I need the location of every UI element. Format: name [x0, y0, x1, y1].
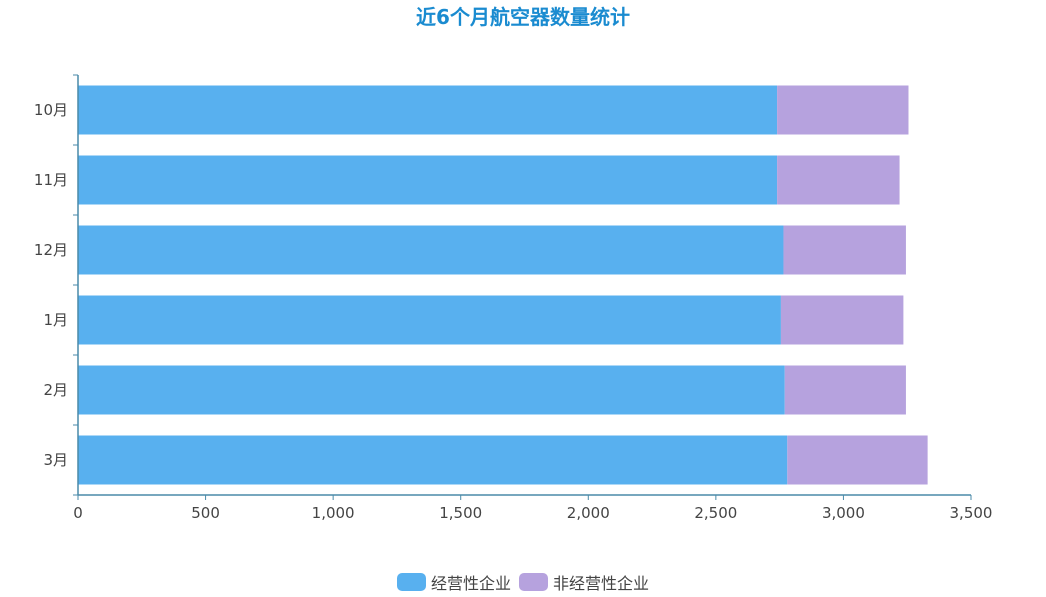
bar-chart: 10月 11月 12月 1月 2月 3月 0 500 1,000 1,500 2,000 2,500 3…: [34, 74, 993, 522]
bar-non-operating-0[interactable]: [777, 85, 909, 135]
bars-layer: [78, 85, 928, 485]
legend-item-operating[interactable]: 经营性企业: [396, 570, 511, 594]
bar-non-operating-1[interactable]: [777, 155, 900, 205]
bar-operating-0[interactable]: [78, 85, 778, 135]
y-tick-label: 10月: [34, 101, 68, 119]
legend-item-non-operating[interactable]: 非经营性企业: [519, 570, 649, 594]
x-tick-label: 3,500: [950, 504, 993, 522]
y-tick-label: 1月: [43, 311, 68, 329]
axes-layer: [73, 74, 972, 500]
bar-operating-4[interactable]: [78, 365, 785, 415]
labels-layer: 10月 11月 12月 1月 2月 3月 0 500 1,000 1,500 2,000 2,500 3…: [34, 101, 993, 522]
legend: 经营性企业 非经营性企业: [0, 570, 1046, 594]
y-tick-label: 2月: [43, 381, 68, 399]
bar-non-operating-4[interactable]: [784, 365, 906, 415]
x-tick-label: 500: [191, 504, 220, 522]
bar-non-operating-5[interactable]: [787, 435, 928, 485]
x-tick-label: 2,000: [567, 504, 610, 522]
legend-label-non-operating: 非经营性企业: [553, 574, 650, 593]
y-tick-label: 11月: [34, 171, 68, 189]
bar-operating-2[interactable]: [78, 225, 784, 275]
legend-label-operating: 经营性企业: [430, 574, 511, 593]
x-tick-label: 0: [73, 504, 83, 522]
x-tick-label: 1,500: [439, 504, 482, 522]
x-tick-label: 3,000: [822, 504, 865, 522]
bar-non-operating-2[interactable]: [783, 225, 906, 275]
bar-operating-3[interactable]: [78, 295, 781, 345]
chart-title: 近6个月航空器数量统计: [416, 5, 630, 29]
bar-operating-5[interactable]: [78, 435, 788, 485]
y-tick-label: 3月: [43, 451, 68, 469]
legend-swatch-operating: [396, 573, 426, 591]
legend-swatch-non-operating: [519, 573, 548, 591]
bar-operating-1[interactable]: [78, 155, 778, 205]
y-tick-label: 12月: [34, 241, 68, 259]
x-tick-label: 1,000: [312, 504, 355, 522]
x-tick-label: 2,500: [694, 504, 737, 522]
bar-non-operating-3[interactable]: [780, 295, 904, 345]
